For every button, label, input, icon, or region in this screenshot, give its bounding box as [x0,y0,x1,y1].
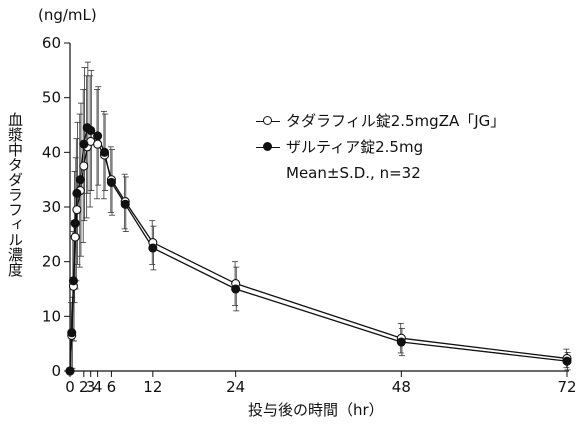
data-point-a-6 [79,161,89,171]
data-point-b-13 [148,243,158,253]
y-tick-label-30: 30 [42,198,61,216]
data-point-b-2 [68,276,79,286]
data-point-b-12 [120,199,130,209]
y-tick-label-40: 40 [42,143,61,161]
legend: タダラフィル錠2.5mgZA「JG」 ザルティア錠2.5mg Mean±S.D.… [256,108,505,186]
open-circle-marker-icon [263,116,272,125]
x-tick-label-12: 12 [143,378,162,396]
data-point-a-4 [72,205,82,215]
data-point-b-14 [231,284,241,294]
filled-circle-marker-icon [263,142,272,151]
data-point-b-4 [72,188,82,198]
data-point-b-15 [396,337,406,347]
y-tick-label-10: 10 [42,307,61,325]
y-axis-title: 血漿中タダラフィル濃度 [6,112,24,277]
data-point-b-0 [65,366,75,376]
legend-line-b [256,142,280,151]
data-point-b-1 [67,328,77,338]
x-axis-title: 投与後の時間（hr） [248,401,384,419]
x-tick-label-24: 24 [226,378,245,396]
y-tick-label-60: 60 [42,34,61,52]
series-markers [65,123,572,376]
x-tick-label-6: 6 [107,378,117,396]
data-point-b-11 [106,177,116,187]
data-point-b-16 [562,356,572,366]
legend-label-a: タダラフィル錠2.5mgZA「JG」 [286,112,506,130]
data-point-b-10 [99,147,110,157]
data-point-b-5 [75,175,85,185]
y-tick-label-20: 20 [42,253,61,271]
x-tick-label-72: 72 [557,378,576,396]
legend-item-series-a: タダラフィル錠2.5mgZA「JG」 [256,108,505,134]
y-tick-label-50: 50 [42,89,61,107]
data-point-a-9 [93,139,103,149]
x-tick-label-48: 48 [392,378,411,396]
x-tick-label-0: 0 [65,378,75,396]
data-point-b-6 [79,139,89,149]
y-unit-label: (ng/mL) [38,6,97,24]
legend-line-a [256,116,280,125]
data-point-b-3 [70,218,80,228]
x-tick-label-3: 3 [86,378,96,396]
axes: 0 10 20 30 40 50 60 0 234 6 12 24 48 72 [42,34,577,396]
x-tick-label-4: 4 [93,378,103,396]
legend-label-b: ザルティア錠2.5mg [286,138,424,156]
data-point-b-8 [86,125,96,136]
x-tick-label-2: 2 [79,378,89,396]
legend-note: Mean±S.D., n=32 [286,164,421,182]
data-point-b-9 [93,131,103,141]
y-tick-label-0: 0 [51,362,61,380]
legend-item-series-b: ザルティア錠2.5mg [256,134,505,160]
data-point-a-3 [70,232,80,242]
